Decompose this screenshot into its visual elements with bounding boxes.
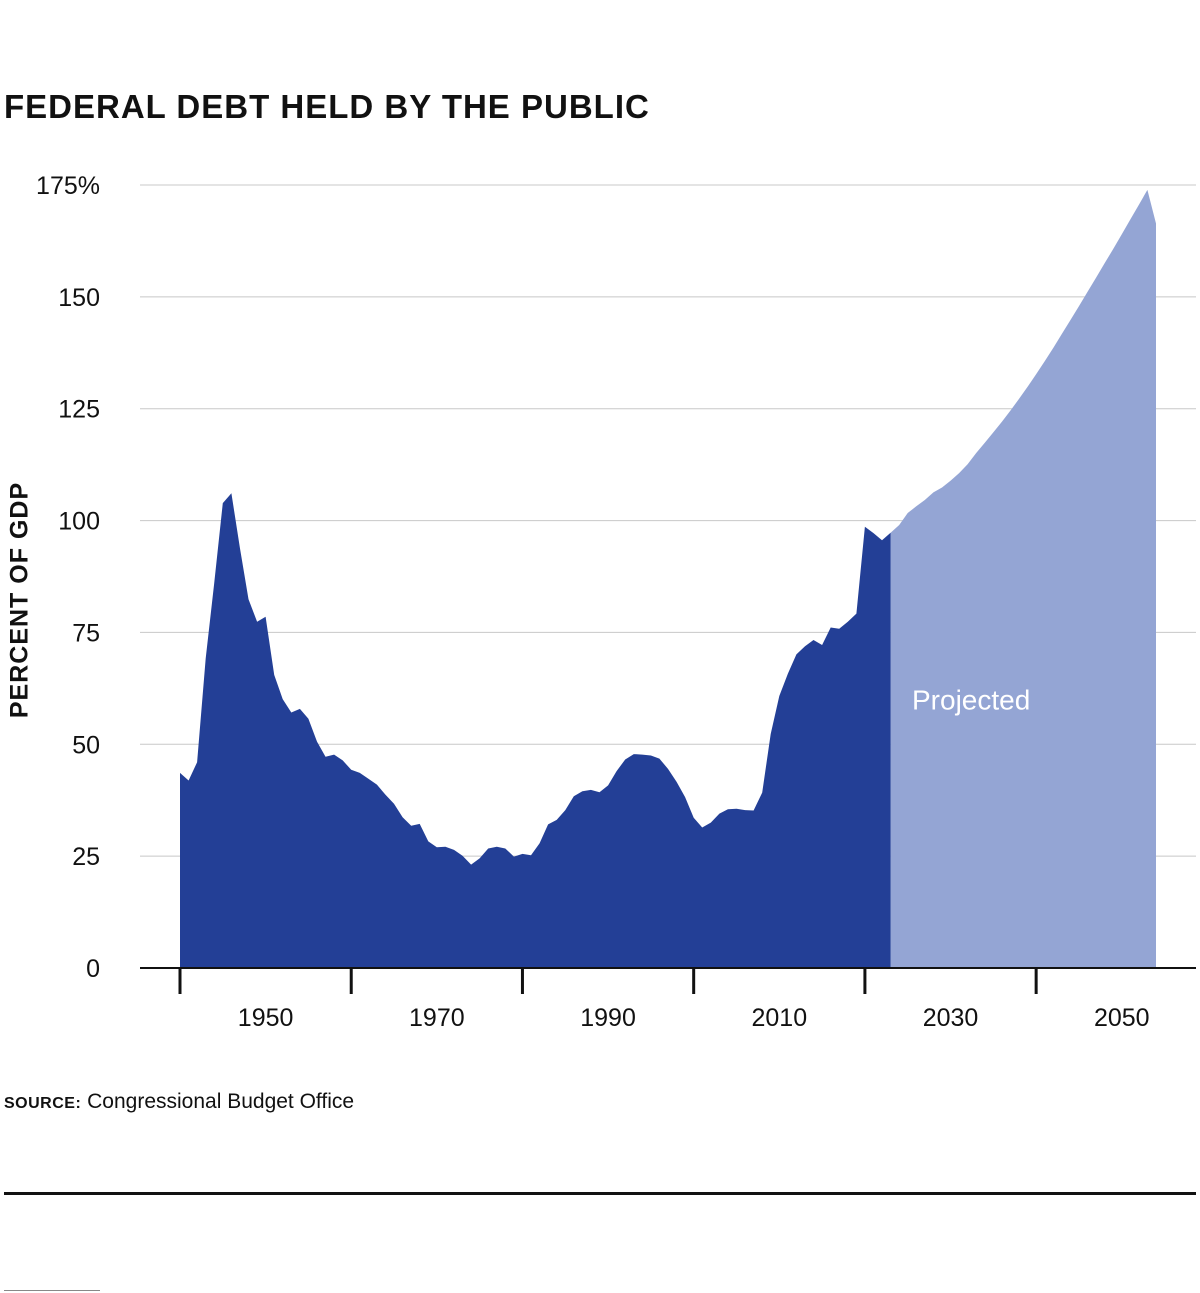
x-tick-label: 1970 [409,1004,465,1032]
y-tick-labels: 0 25 50 75 100 125 150 175% [36,172,100,983]
x-ticks: 1950 1970 1990 2010 2030 2050 [178,968,1150,1032]
chart-svg: 0 25 50 75 100 125 150 175% 1950 1970 1990 2010 203… [36,172,1196,1032]
x-tick-label: 1950 [238,1004,294,1032]
source-note: SOURCE: Congressional Budget Office [4,1090,354,1114]
chart-title: FEDERAL DEBT HELD BY THE PUBLIC [4,88,650,125]
footer-rule [4,1192,1196,1195]
footer-rule-small [4,1290,100,1291]
x-tick-label: 2010 [751,1004,807,1032]
y-tick-label: 75 [72,619,100,647]
y-tick-label: 0 [86,955,100,983]
x-tick-label: 2050 [1094,1004,1150,1032]
y-tick-label: 50 [72,731,100,759]
source-text: Congressional Budget Office [87,1090,355,1113]
y-tick-label: 175% [36,172,100,200]
historical-area [180,493,891,968]
source-label: SOURCE: [4,1095,82,1112]
y-tick-label: 125 [58,396,100,424]
projected-annotation: Projected [912,685,1030,716]
y-tick-label: 25 [72,843,100,871]
x-tick-label: 1990 [580,1004,636,1032]
projected-area [890,189,1156,968]
x-tick-label: 2030 [923,1004,979,1032]
y-tick-label: 100 [58,508,100,536]
y-tick-label: 150 [58,284,100,312]
